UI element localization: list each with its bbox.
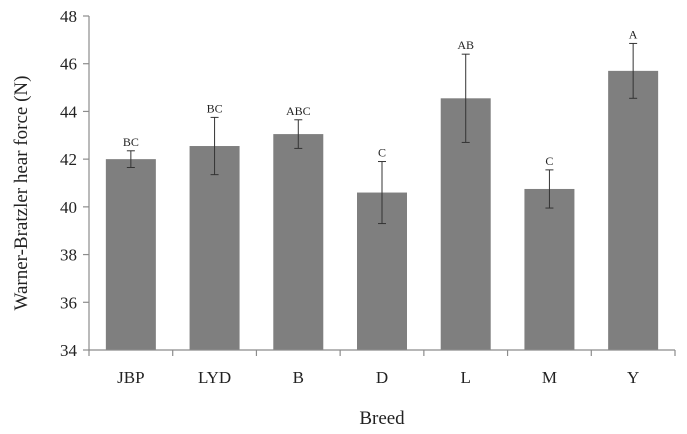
x-axis-title: Breed (359, 408, 405, 429)
y-tick-label: 48 (60, 7, 77, 26)
y-tick-label: 46 (60, 55, 77, 74)
error-bars-layer (126, 42, 638, 225)
y-tick-label: 40 (60, 198, 77, 217)
x-tick-label: L (461, 368, 471, 387)
bar-lyd (189, 146, 240, 350)
bar-m (524, 188, 575, 350)
significance-label: AB (457, 38, 474, 52)
x-tick-label: JBP (117, 368, 144, 387)
bar-y (608, 70, 659, 350)
significance-label: BC (207, 101, 223, 115)
y-axis-title: Warner-Bratzler hear force (N) (11, 76, 32, 311)
significance-label: C (545, 154, 553, 168)
y-tick-label: 38 (60, 246, 77, 265)
y-tick-label: 42 (60, 150, 77, 169)
bar-b (273, 134, 324, 350)
y-tick-label: 44 (60, 102, 78, 121)
y-tick-label: 34 (60, 341, 78, 360)
x-tick-label: D (376, 368, 388, 387)
significance-label: C (378, 146, 386, 160)
y-tick-label: 36 (60, 293, 77, 312)
x-tick-label: Y (627, 368, 639, 387)
bar-jbp (105, 159, 156, 350)
axes-layer (88, 16, 675, 351)
x-tick-label: M (542, 368, 557, 387)
significance-label: ABC (286, 104, 311, 118)
x-tick-label: LYD (198, 368, 231, 387)
y-ticks-layer: 34 36 38 40 42 44 46 48 (60, 7, 89, 360)
significance-label: BC (123, 135, 139, 149)
significance-label: A (629, 27, 638, 41)
x-ticks-layer: JBP LYD B D L M Y (88, 350, 676, 387)
x-tick-label: B (293, 368, 304, 387)
